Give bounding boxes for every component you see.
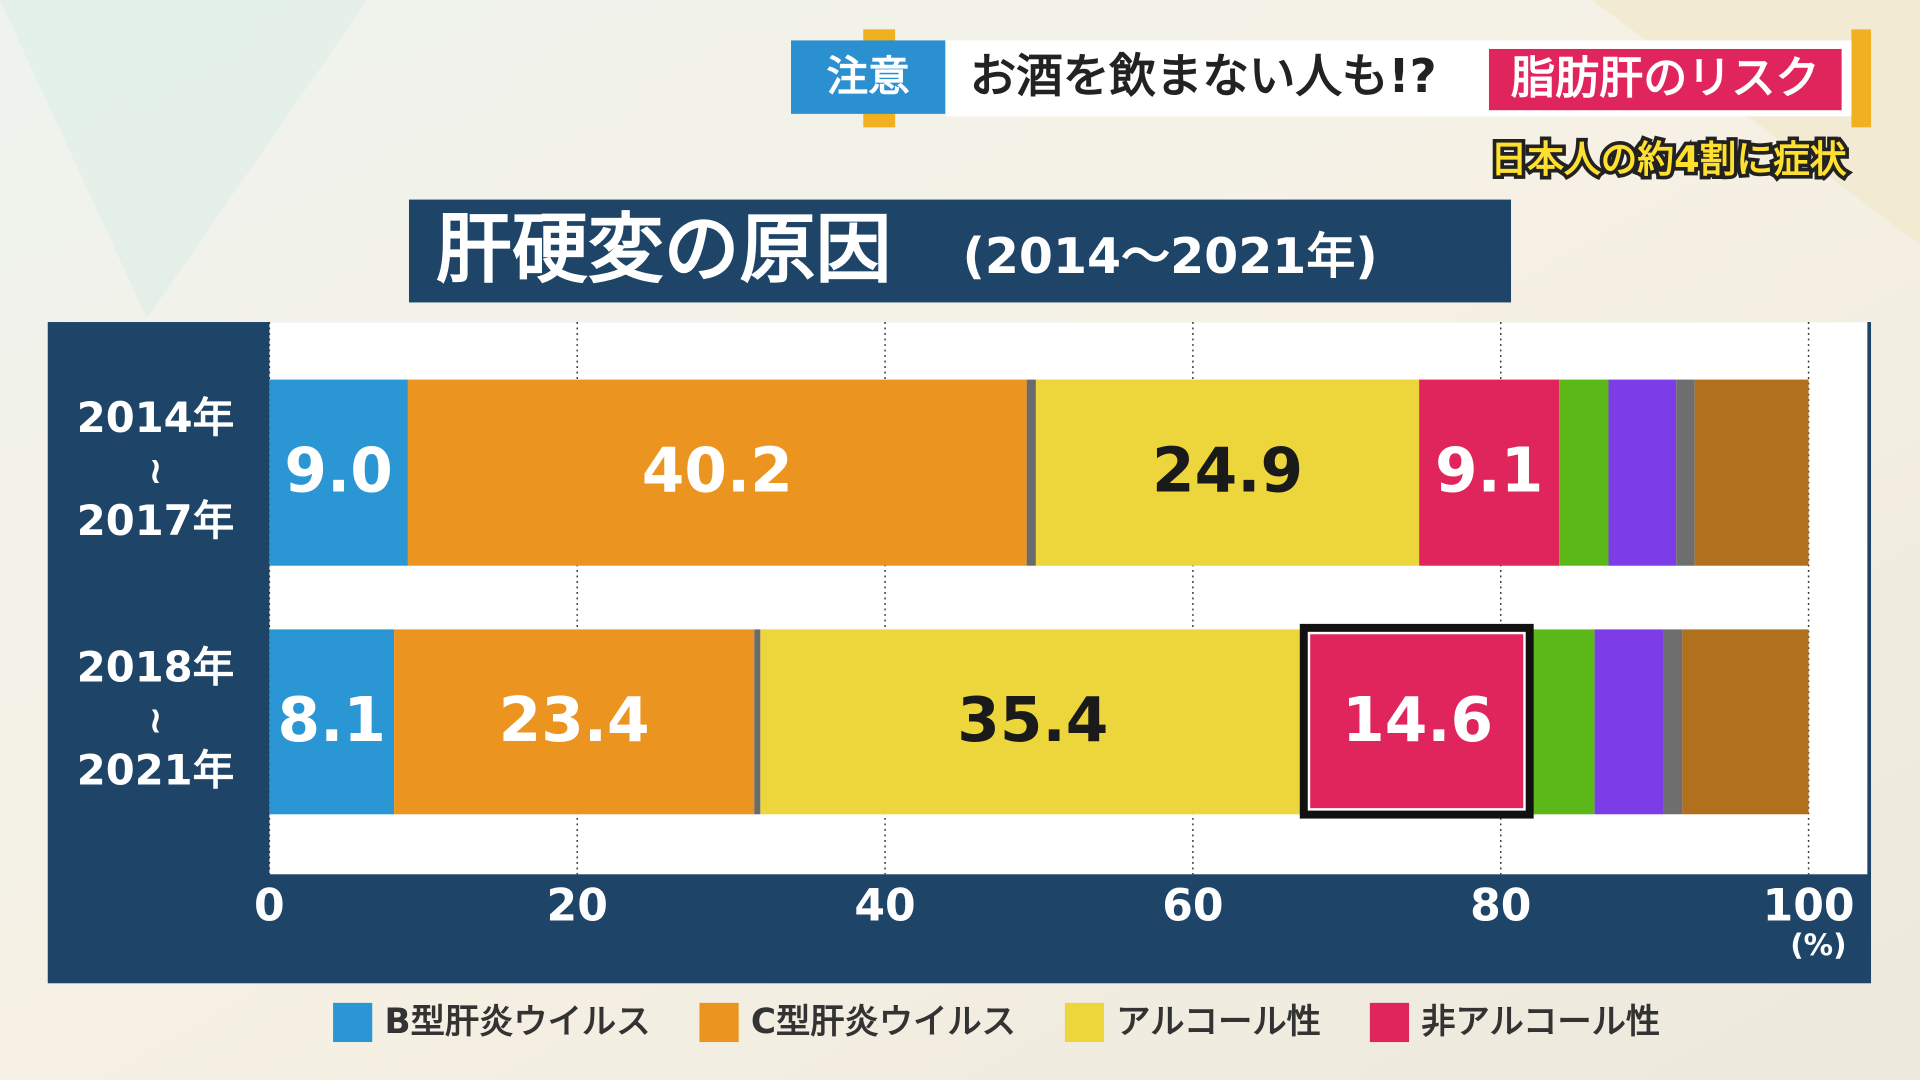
banner-tag: 注意 xyxy=(827,52,910,101)
x-tick-label: 60 xyxy=(1162,881,1223,932)
tag-box xyxy=(791,40,946,114)
category-label: 2021年 xyxy=(77,745,234,794)
value-label: 24.9 xyxy=(1152,436,1303,507)
x-tick-label: 0 xyxy=(254,881,285,932)
legend-swatch xyxy=(699,1002,739,1043)
value-label: 9.0 xyxy=(284,436,392,507)
banner-headline: お酒を飲まない人も!? xyxy=(970,49,1437,103)
x-unit: (%) xyxy=(1790,928,1846,962)
bar-segment xyxy=(1419,379,1560,566)
category-label: 2014年 xyxy=(77,393,234,442)
title-box xyxy=(408,199,1512,303)
bar-segment xyxy=(1035,379,1420,566)
x-tick-label: 80 xyxy=(1470,881,1531,932)
bar-segment xyxy=(760,629,1306,815)
bar-segment xyxy=(1682,629,1809,815)
bar-segment xyxy=(1676,379,1695,566)
highlight-frame-inner xyxy=(1307,631,1526,811)
legend-label: B型肝炎ウイルス xyxy=(384,1002,650,1042)
chart-subtitle: (2014～2021年) xyxy=(962,228,1377,285)
category-label: ≀ xyxy=(149,698,163,741)
x-tick-label: 20 xyxy=(547,881,608,932)
bar-segment xyxy=(1529,629,1595,815)
bar-segment xyxy=(269,379,408,566)
banner-accent xyxy=(1851,29,1872,128)
bar-segment xyxy=(1663,629,1683,815)
category-label: ≀ xyxy=(149,449,163,492)
plot xyxy=(268,322,1810,875)
value-label: 8.1 xyxy=(277,685,385,756)
chart-title: 肝硬変の原因 xyxy=(436,206,891,294)
legend-swatch xyxy=(1369,1002,1410,1043)
bar-segment xyxy=(269,629,395,815)
legend-label: C型肝炎ウイルス xyxy=(751,1002,1016,1042)
banner-subhead: 日本人の約4割に症状 xyxy=(1490,138,1846,181)
bar-segment xyxy=(1608,379,1677,566)
legend-label: アルコール性 xyxy=(1116,1002,1321,1042)
bar-segment xyxy=(1694,379,1809,566)
value-label: 14.6 xyxy=(1342,685,1493,756)
highlight-box xyxy=(1488,48,1842,111)
category-label: 2017年 xyxy=(77,496,234,545)
legend-swatch xyxy=(1064,1002,1105,1043)
bg-shape xyxy=(0,0,368,319)
bar-segment xyxy=(394,629,755,815)
x-tick-label: 40 xyxy=(854,881,915,932)
bar-segment xyxy=(1305,629,1530,815)
bar-segment xyxy=(754,629,761,815)
value-label: 23.4 xyxy=(499,685,650,756)
category-label: 2018年 xyxy=(77,642,234,691)
legend-swatch xyxy=(333,1002,373,1043)
legend-label: 非アルコール性 xyxy=(1421,1002,1660,1042)
value-label: 9.1 xyxy=(1435,436,1543,507)
value-label: 35.4 xyxy=(957,685,1108,756)
highlight-frame xyxy=(1299,623,1534,819)
banner-highlight: 脂肪肝のリスク xyxy=(1511,53,1820,104)
bar-segment xyxy=(1594,629,1664,815)
value-label: 40.2 xyxy=(642,436,793,507)
x-tick-label: 100 xyxy=(1763,881,1855,932)
bar-segment xyxy=(1026,379,1036,566)
bar-segment xyxy=(407,379,1027,566)
bar-segment xyxy=(1559,379,1609,566)
